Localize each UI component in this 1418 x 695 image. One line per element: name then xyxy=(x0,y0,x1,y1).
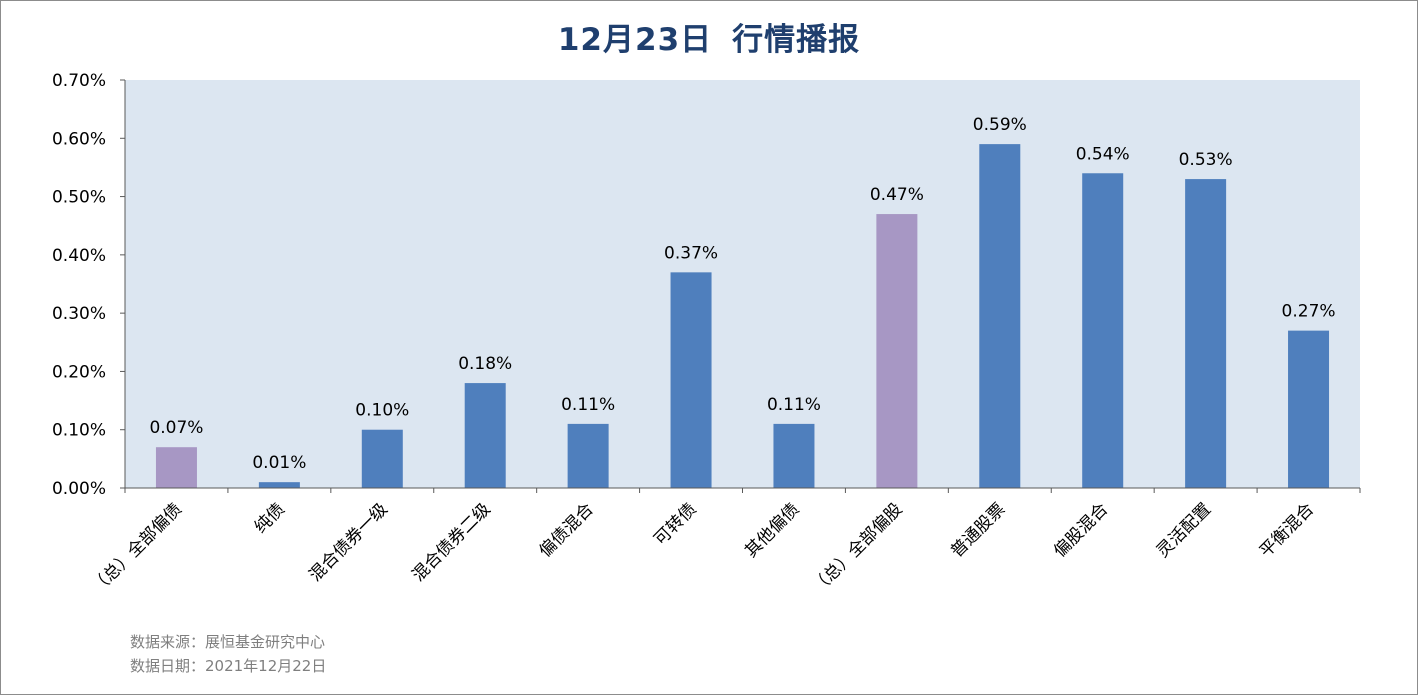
category-label: 偏债混合 xyxy=(535,499,597,561)
y-tick-label: 0.50% xyxy=(52,188,106,208)
category-label: 其他偏债 xyxy=(741,499,803,561)
source-note: 数据来源：展恒基金研究中心 数据日期：2021年12月22日 xyxy=(130,630,326,678)
category-label: （总）全部偏股 xyxy=(808,499,906,597)
bar xyxy=(1082,173,1124,488)
data-label: 0.18% xyxy=(458,354,512,374)
category-label: 可转债 xyxy=(650,499,700,549)
y-tick-label: 0.70% xyxy=(52,71,106,91)
data-label: 0.07% xyxy=(149,418,203,438)
data-labels-group: 0.07% 0.01% 0.10% 0.18% 0.11% 0.37% 0.11% 0.47%… xyxy=(149,115,1335,473)
category-label: 混合债券一级 xyxy=(306,499,392,585)
bars-group xyxy=(155,144,1330,489)
bar xyxy=(876,214,918,489)
bar xyxy=(361,429,403,488)
y-tick-label: 0.60% xyxy=(52,129,106,149)
category-label: 灵活配置 xyxy=(1153,499,1215,561)
data-label: 0.59% xyxy=(973,115,1027,135)
data-label: 0.54% xyxy=(1076,144,1130,164)
category-labels-group: （总）全部偏债 纯债 混合债券一级 混合债券二级 偏债混合 可转债 其他偏债 （总）全部偏股普… xyxy=(88,488,1361,598)
y-tick-label: 0.10% xyxy=(52,421,106,441)
plot-area xyxy=(125,80,1360,488)
y-tick-label: 0.40% xyxy=(52,246,106,266)
category-label: 纯债 xyxy=(251,499,289,537)
category-label: 普通股票 xyxy=(947,499,1009,561)
bar xyxy=(1185,179,1227,489)
y-tick-label: 0.20% xyxy=(52,362,106,382)
y-tick-label: 0.00% xyxy=(52,479,106,499)
data-label: 0.53% xyxy=(1179,150,1233,170)
category-label: （总）全部偏债 xyxy=(88,499,186,597)
category-label: 偏股混合 xyxy=(1050,499,1112,561)
category-label: 混合债券二级 xyxy=(408,499,494,585)
title-date: 12月23日 xyxy=(557,22,713,58)
bar xyxy=(773,423,815,488)
bar xyxy=(155,447,197,488)
data-label: 0.37% xyxy=(664,243,718,263)
data-label: 0.27% xyxy=(1282,302,1336,322)
source-line: 数据来源：展恒基金研究中心 xyxy=(130,633,326,651)
bar xyxy=(1288,330,1330,488)
bar xyxy=(464,383,506,488)
y-axis: 0.00% 0.10% 0.20% 0.30% 0.40% 0.50% 0.60% 0.70% xyxy=(52,71,125,499)
data-label: 0.01% xyxy=(252,453,306,473)
bar xyxy=(567,423,609,488)
data-label: 0.47% xyxy=(870,185,924,205)
data-label: 0.10% xyxy=(355,401,409,421)
chart-title: 12月23日 行情播报 xyxy=(0,14,1418,59)
date-line: 数据日期：2021年12月22日 xyxy=(130,657,327,675)
bar xyxy=(258,482,300,488)
data-label: 0.11% xyxy=(561,395,615,415)
y-tick-label: 0.30% xyxy=(52,304,106,324)
bar xyxy=(670,272,712,488)
title-text: 行情播报 xyxy=(732,22,861,58)
category-label: 平衡混合 xyxy=(1256,499,1318,561)
data-label: 0.11% xyxy=(767,395,821,415)
bar xyxy=(979,144,1021,488)
